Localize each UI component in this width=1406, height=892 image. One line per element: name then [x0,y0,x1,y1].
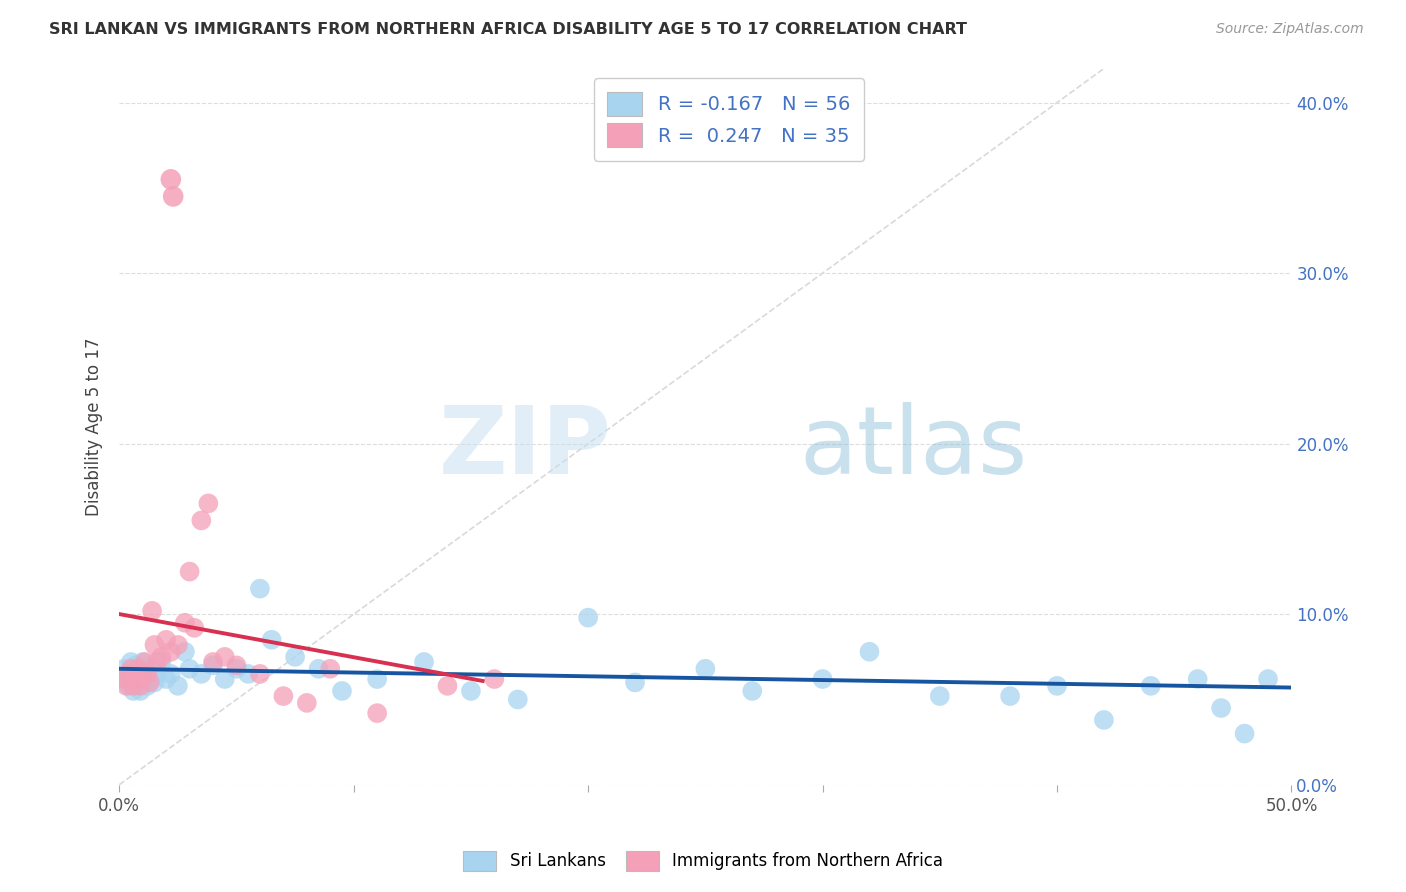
Point [214,672,236,686]
Legend: R = -0.167   N = 56, R =  0.247   N = 35: R = -0.167 N = 56, R = 0.247 N = 35 [593,78,863,161]
Point [143,638,166,652]
Point [202,655,225,669]
Point [1233,726,1256,740]
Point [179,662,201,676]
Point [112,672,135,686]
Point [122,662,145,676]
Point [141,604,163,618]
Point [436,679,458,693]
Legend: Sri Lankans, Immigrants from Northern Africa: Sri Lankans, Immigrants from Northern Af… [454,842,952,880]
Point [190,513,212,527]
Point [1139,679,1161,693]
Point [134,655,156,669]
Point [319,662,342,676]
Point [139,675,162,690]
Point [125,658,148,673]
Point [134,667,156,681]
Point [118,667,141,681]
Point [695,662,717,676]
Point [155,632,177,647]
Point [1211,701,1233,715]
Point [295,696,318,710]
Point [998,689,1021,703]
Point [118,679,141,693]
Point [122,684,145,698]
Point [260,632,283,647]
Point [460,684,482,698]
Point [127,667,149,681]
Point [120,667,142,681]
Point [624,675,647,690]
Point [167,679,190,693]
Point [160,667,183,681]
Point [225,662,247,676]
Point [249,667,271,681]
Text: ZIP: ZIP [439,402,612,494]
Point [162,189,184,203]
Point [484,672,506,686]
Point [132,667,155,681]
Point [155,672,177,686]
Text: atlas: atlas [799,402,1028,494]
Point [858,645,880,659]
Point [308,662,330,676]
Point [160,645,183,659]
Point [576,610,599,624]
Point [136,667,159,681]
Point [179,565,201,579]
Point [129,684,152,698]
Point [160,172,183,186]
Point [202,658,225,673]
Point [143,675,166,690]
Point [132,662,155,676]
Point [1092,713,1115,727]
Point [115,672,138,686]
Point [127,662,149,676]
Point [112,662,135,676]
Point [150,655,173,669]
Point [139,672,162,686]
Point [1046,679,1069,693]
Text: SRI LANKAN VS IMMIGRANTS FROM NORTHERN AFRICA DISABILITY AGE 5 TO 17 CORRELATION: SRI LANKAN VS IMMIGRANTS FROM NORTHERN A… [49,22,967,37]
Point [174,615,197,630]
Y-axis label: Disability Age 5 to 17: Disability Age 5 to 17 [86,337,103,516]
Point [167,638,190,652]
Point [132,655,155,669]
Point [197,496,219,510]
Point [136,679,159,693]
Point [1187,672,1209,686]
Point [125,672,148,686]
Point [129,675,152,690]
Point [150,649,173,664]
Point [141,662,163,676]
Point [928,689,950,703]
Point [120,655,142,669]
Point [183,621,205,635]
Point [115,679,138,693]
Point [190,667,212,681]
Point [146,667,169,681]
Point [284,649,307,664]
Point [174,645,197,659]
Point [413,655,436,669]
Point [122,679,145,693]
Point [120,662,142,676]
Point [366,706,388,720]
Point [811,672,834,686]
Point [330,684,353,698]
Point [238,667,260,681]
Point [506,692,529,706]
Point [146,655,169,669]
Point [273,689,295,703]
Point [127,679,149,693]
Point [125,672,148,686]
Point [214,649,236,664]
Point [1257,672,1279,686]
Point [741,684,763,698]
Point [129,679,152,693]
Point [225,658,247,673]
Text: Source: ZipAtlas.com: Source: ZipAtlas.com [1216,22,1364,37]
Point [249,582,271,596]
Point [366,672,388,686]
